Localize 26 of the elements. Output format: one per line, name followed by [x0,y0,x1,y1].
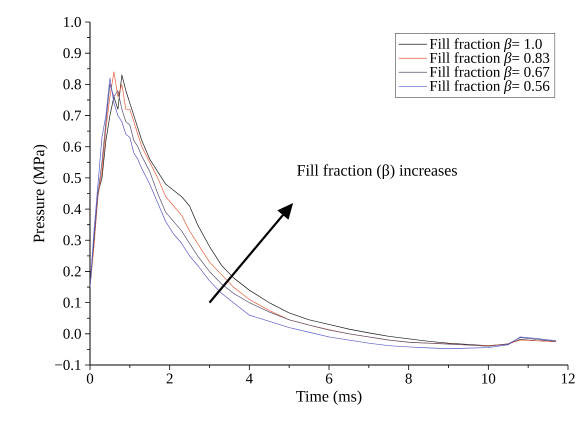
y-tick-label: 0.2 [63,266,81,277]
x-tick-label: 2 [166,374,173,384]
x-tick-label: 8 [405,374,412,384]
y-tick-label: 0.5 [63,172,81,183]
legend-label: Fill fraction β= 0.83 [430,52,550,66]
y-axis-title: Pressure (MPa) [33,144,48,242]
y-tick-label: 0.8 [63,79,81,90]
y-tick-label: 1.0 [64,16,81,28]
y-tick-label: 0.9 [63,48,81,58]
legend-label: Fill fraction β= 0.67 [430,66,550,80]
y-tick-label: 0.3 [63,235,81,246]
x-tick-label: 12 [562,374,575,384]
y-tick-label: 0.4 [63,204,82,214]
x-tick-label: 0 [86,374,94,384]
y-tick-label: 0.1 [63,298,81,308]
y-tick-label: 0.6 [63,142,82,152]
y-tick-label: −0.1 [55,360,81,370]
x-tick-label: 4 [246,374,253,384]
legend-label: Fill fraction β= 0.56 [430,80,550,94]
legend-label: Fill fraction β= 1.0 [430,38,542,52]
x-tick-label: 10 [482,374,496,384]
x-tick-label: 6 [326,374,332,384]
x-axis-title: Time (ms) [296,390,362,405]
y-tick-label: 0.7 [63,110,82,121]
annotation: Fill fraction (β) increases [297,164,457,179]
y-tick-label: 0.0 [63,328,81,339]
